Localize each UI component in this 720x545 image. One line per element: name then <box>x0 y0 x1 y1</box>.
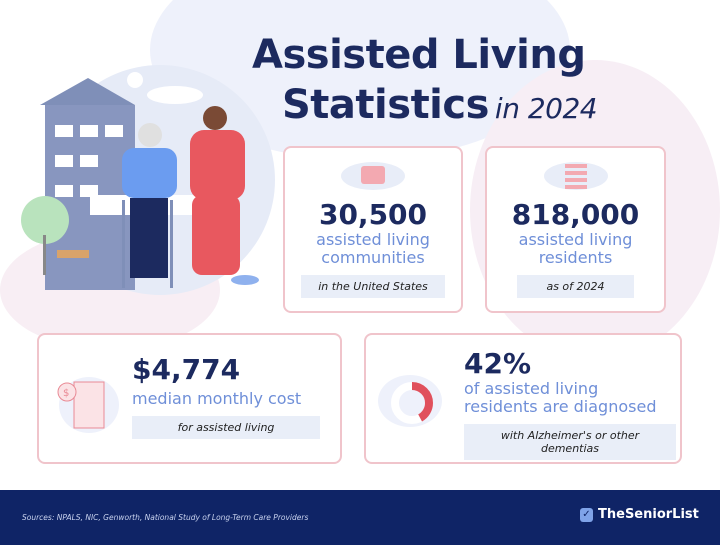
stat-value: 818,000 <box>511 198 640 231</box>
stat-card-dementia: 42% of assisted living residents are dia… <box>364 333 682 464</box>
stat-label: residents are diagnosed <box>464 397 657 416</box>
stat-label: residents <box>538 248 613 267</box>
people-on-us-map-icon <box>543 162 608 190</box>
donut-arc <box>391 382 433 424</box>
brand-logo[interactable]: ✓ TheSeniorList <box>580 507 699 522</box>
caregiver-illustration <box>21 65 275 295</box>
stat-note: in the United States <box>301 275 445 298</box>
page-title: Assisted Living <box>252 32 586 78</box>
title-word: Statistics <box>282 82 489 128</box>
stat-label: assisted living <box>316 230 430 249</box>
stat-card-residents: 818,000 assisted living residents as of … <box>485 146 666 313</box>
stat-card-cost: $ $4,774 median monthly cost for assiste… <box>37 333 342 464</box>
building-dollar-icon: $ <box>57 377 119 433</box>
page-subtitle: Statistics in 2024 <box>282 82 598 128</box>
svg-text:$: $ <box>63 388 69 399</box>
stat-note: as of 2024 <box>517 275 634 298</box>
stat-card-communities: 30,500 assisted living communities in th… <box>283 146 463 313</box>
stat-note: with Alzheimer's or other dementias <box>464 424 676 460</box>
stat-value: 30,500 <box>318 198 428 231</box>
sources-text: Sources: NPALS, NIC, Genworth, National … <box>22 513 309 522</box>
footer: Sources: NPALS, NIC, Genworth, National … <box>0 490 720 545</box>
stat-label: of assisted living <box>464 379 599 398</box>
stat-label: assisted living <box>518 230 633 249</box>
stat-value: $4,774 <box>132 353 241 386</box>
donut-42-percent-icon <box>378 375 442 427</box>
building-on-us-map-icon <box>341 162 405 190</box>
check-shield-icon: ✓ <box>580 507 593 522</box>
stat-label: median monthly cost <box>132 389 302 408</box>
stat-value: 42% <box>464 347 532 380</box>
stat-label: communities <box>321 248 425 267</box>
title-year: in 2024 <box>494 92 598 125</box>
brand-name: TheSeniorList <box>598 507 699 522</box>
stat-note: for assisted living <box>132 416 320 439</box>
